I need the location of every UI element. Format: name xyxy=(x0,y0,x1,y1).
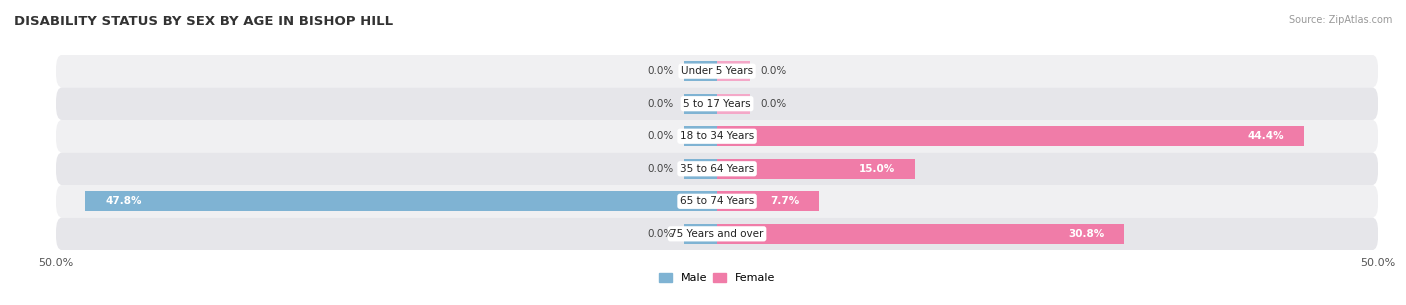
Bar xyxy=(685,159,717,179)
Bar xyxy=(685,94,717,114)
FancyBboxPatch shape xyxy=(56,55,1378,88)
Text: 0.0%: 0.0% xyxy=(647,131,673,141)
Bar xyxy=(685,61,717,81)
Text: 44.4%: 44.4% xyxy=(1247,131,1284,141)
Text: 0.0%: 0.0% xyxy=(761,66,787,76)
Bar xyxy=(717,159,915,179)
Text: Under 5 Years: Under 5 Years xyxy=(681,66,754,76)
FancyBboxPatch shape xyxy=(56,217,1378,250)
Text: 0.0%: 0.0% xyxy=(647,66,673,76)
Text: 65 to 74 Years: 65 to 74 Years xyxy=(681,196,754,206)
Bar xyxy=(717,126,1303,146)
Text: Source: ZipAtlas.com: Source: ZipAtlas.com xyxy=(1288,15,1392,25)
Text: 5 to 17 Years: 5 to 17 Years xyxy=(683,99,751,109)
Text: 0.0%: 0.0% xyxy=(647,164,673,174)
Bar xyxy=(717,191,818,211)
Text: 47.8%: 47.8% xyxy=(105,196,142,206)
FancyBboxPatch shape xyxy=(56,152,1378,185)
Bar xyxy=(717,94,751,114)
Bar xyxy=(717,224,1125,244)
Text: 0.0%: 0.0% xyxy=(647,99,673,109)
Text: 0.0%: 0.0% xyxy=(647,229,673,239)
FancyBboxPatch shape xyxy=(56,88,1378,120)
Bar xyxy=(86,191,717,211)
FancyBboxPatch shape xyxy=(56,120,1378,152)
Bar xyxy=(685,224,717,244)
Bar xyxy=(685,126,717,146)
Text: 15.0%: 15.0% xyxy=(859,164,896,174)
Text: 0.0%: 0.0% xyxy=(761,99,787,109)
Text: DISABILITY STATUS BY SEX BY AGE IN BISHOP HILL: DISABILITY STATUS BY SEX BY AGE IN BISHO… xyxy=(14,15,394,28)
Text: 75 Years and over: 75 Years and over xyxy=(671,229,763,239)
Text: 35 to 64 Years: 35 to 64 Years xyxy=(681,164,754,174)
Bar xyxy=(717,61,751,81)
Text: 30.8%: 30.8% xyxy=(1069,229,1104,239)
FancyBboxPatch shape xyxy=(56,185,1378,217)
Text: 7.7%: 7.7% xyxy=(769,196,799,206)
Legend: Male, Female: Male, Female xyxy=(654,268,780,288)
Text: 18 to 34 Years: 18 to 34 Years xyxy=(681,131,754,141)
